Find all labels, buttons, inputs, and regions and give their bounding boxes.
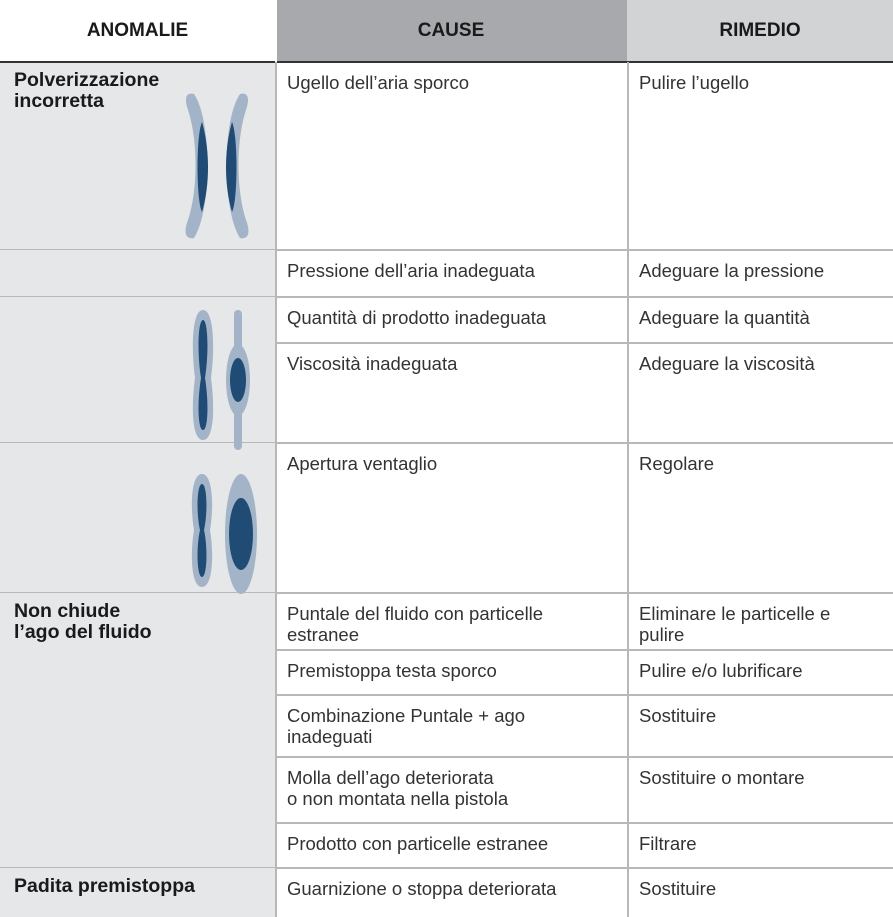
spray-pattern-icon [185, 93, 249, 239]
remedy-cell: Regolare [639, 453, 715, 474]
cause-cell: Prodotto con particelle estranee [287, 833, 549, 854]
row-divider [0, 592, 275, 594]
cause-cell: Apertura ventaglio [287, 453, 438, 474]
cause-cell: Ugello dell’aria sporco [287, 72, 470, 93]
header-divider [0, 61, 893, 63]
remedy-cell: Adeguare la pressione [639, 260, 825, 281]
remedy-cell: Pulire e/o lubrificare [639, 660, 803, 681]
col-divider [275, 0, 277, 62]
row-divider [275, 592, 893, 594]
remedy-cell: Sostituire o montare [639, 767, 805, 788]
row-divider [275, 694, 893, 696]
row-divider [0, 296, 275, 298]
header-cell: CAUSE [275, 0, 627, 62]
anomaly-cell: Non chiude l’ago del fluido [0, 593, 275, 868]
cause-cell: Pressione dell’aria inadeguata [287, 260, 535, 281]
row-divider [275, 649, 893, 651]
row-divider [275, 296, 893, 298]
remedy-cell: Adeguare la quantità [639, 307, 810, 328]
cause-cell: Premistoppa testa sporco [287, 660, 497, 681]
row-divider [0, 249, 275, 251]
remedy-cell: Filtrare [639, 833, 697, 854]
header-cell: RIMEDIO [627, 0, 893, 62]
row-divider [0, 442, 275, 444]
cause-cell: Viscosità inadeguata [287, 353, 458, 374]
col-divider [627, 62, 629, 917]
col-divider [275, 62, 277, 917]
remedy-cell: Adeguare la viscosità [639, 353, 815, 374]
row-divider [275, 756, 893, 758]
cause-cell: Guarnizione o stoppa deteriorata [287, 878, 557, 899]
remedy-cell: Eliminare le particelle e pulire [639, 603, 831, 645]
row-divider [275, 442, 893, 444]
spray-pattern-icon [192, 310, 250, 450]
spray-pattern-icon [191, 474, 257, 594]
cause-cell: Quantità di prodotto inadeguata [287, 307, 547, 328]
cause-cell: Combinazione Puntale + ago inadeguati [287, 705, 526, 747]
remedy-cell: Sostituire [639, 705, 717, 726]
row-divider [275, 822, 893, 824]
row-divider [275, 867, 893, 869]
row-divider [0, 867, 275, 869]
cause-cell: Molla dell’ago deteriorata o non montata… [287, 767, 509, 809]
anomaly-cell [0, 250, 275, 297]
row-divider [275, 342, 893, 344]
row-divider [275, 249, 893, 251]
remedy-cell: Pulire l’ugello [639, 72, 750, 93]
remedy-cell: Sostituire [639, 878, 717, 899]
header-cell: ANOMALIE [0, 0, 275, 62]
anomaly-cell: Padita premistoppa [0, 868, 275, 917]
cause-cell: Puntale del fluido con particelle estran… [287, 603, 544, 645]
